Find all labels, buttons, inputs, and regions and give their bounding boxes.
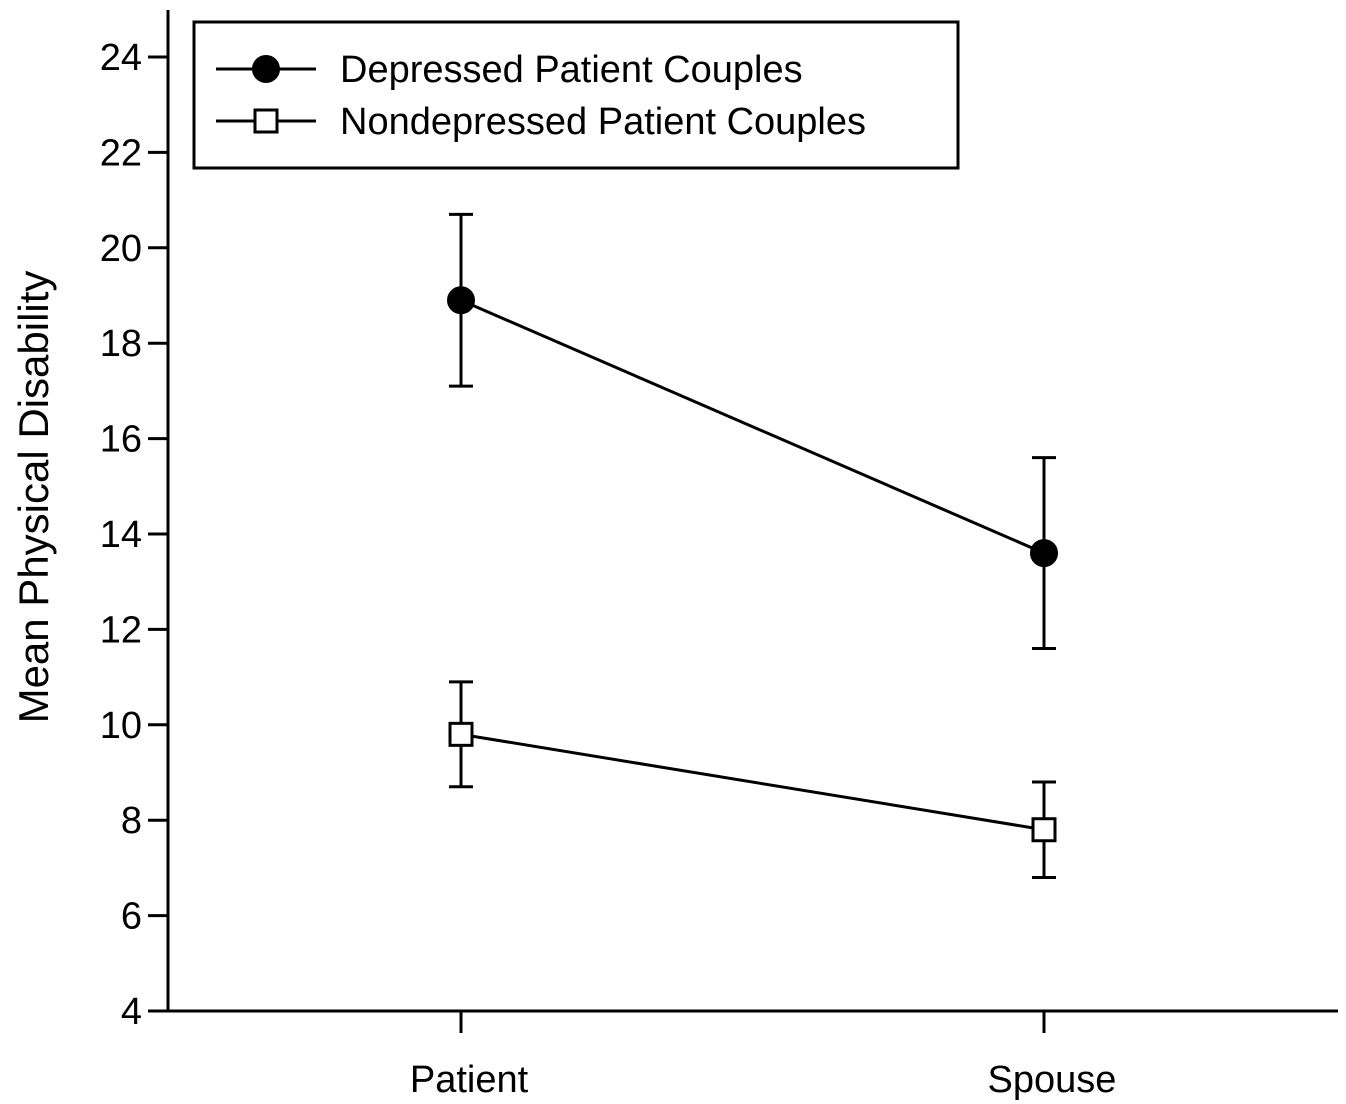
- y-axis-title: Mean Physical Disability: [10, 271, 57, 724]
- x-tick-label: Spouse: [988, 1059, 1117, 1101]
- legend: Depressed Patient Couples Nondepressed Pa…: [192, 20, 960, 170]
- data-point: [447, 286, 475, 315]
- series-line: [460, 732, 1045, 832]
- x-tick-label: Patient: [410, 1059, 529, 1101]
- data-point: [1031, 817, 1057, 843]
- y-tick-label: 14: [100, 514, 142, 556]
- y-tick-label: 18: [100, 323, 142, 365]
- legend-label: Nondepressed Patient Couples: [340, 101, 866, 143]
- y-tick-label: 20: [100, 228, 142, 270]
- series: [447, 212, 1058, 650]
- plot-area: [447, 212, 1058, 879]
- axes: 4 6 8 10 12 14 16 18 20 22 24 Patient Spouse: [100, 10, 1338, 1101]
- y-tick-label: 22: [100, 132, 142, 174]
- legend-box: [192, 20, 960, 170]
- y-tick-label: 4: [121, 991, 142, 1033]
- series: [448, 680, 1057, 879]
- y-tick-label: 8: [121, 800, 142, 842]
- data-point: [253, 108, 279, 134]
- y-tick-label: 16: [100, 419, 142, 461]
- y-tick-label: 12: [100, 609, 142, 651]
- data-point: [1030, 539, 1058, 568]
- data-point: [252, 55, 280, 83]
- series-line: [460, 298, 1045, 555]
- y-tick-label: 6: [121, 896, 142, 938]
- y-tick-label: 24: [100, 37, 142, 79]
- y-tick-label: 10: [100, 705, 142, 747]
- data-point: [448, 721, 474, 747]
- legend-label: Depressed Patient Couples: [340, 49, 803, 91]
